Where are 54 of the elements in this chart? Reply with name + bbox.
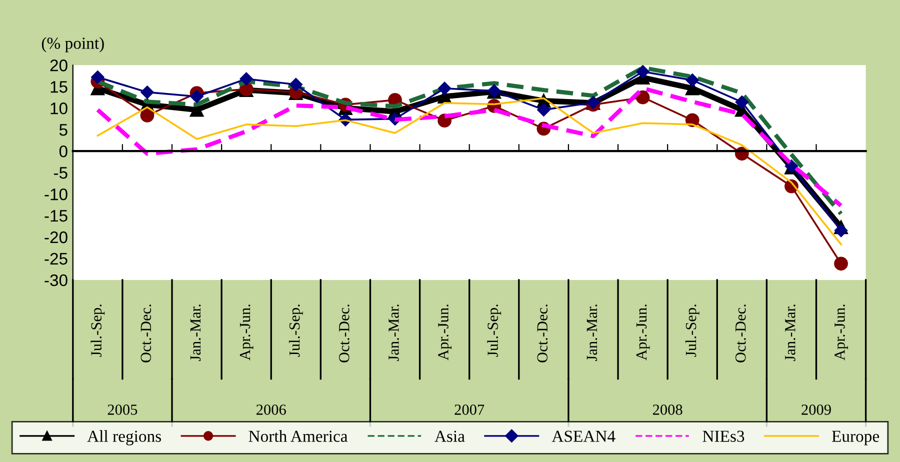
y-axis-title: (% point) — [42, 37, 104, 52]
point — [735, 96, 748, 109]
legend-label: NIEs3 — [702, 430, 744, 442]
legend-label: Asia — [434, 430, 465, 442]
point — [686, 74, 699, 87]
x-tick-label: Jul.-Sep. — [288, 304, 303, 357]
x-tick-label: Apr.-Jun. — [240, 304, 254, 360]
text: 2006 — [256, 404, 286, 415]
x-tick-label: Apr.-Jun. — [834, 304, 848, 360]
legend-label: Europe — [832, 430, 880, 446]
text: 2005 — [108, 404, 138, 415]
x-tick-label: Oct.-Dec. — [537, 304, 548, 362]
y-tick-label: 10 — [50, 102, 68, 114]
legend-label: North America — [248, 430, 348, 442]
point — [91, 70, 104, 84]
point — [140, 108, 154, 122]
x-tick-label: Oct.-Dec. — [339, 304, 350, 362]
y-tick-label: 20 — [50, 60, 68, 72]
text: 2008 — [652, 404, 682, 415]
point — [438, 82, 452, 95]
x-tick-label: Jul.-Sep. — [90, 304, 105, 357]
text: 2009 — [802, 404, 831, 415]
point — [636, 65, 650, 78]
x-tick-label: Apr.-Jun. — [438, 304, 452, 360]
point — [834, 224, 848, 238]
x-tick-label: Jan.-Mar. — [586, 304, 598, 361]
point — [240, 72, 253, 86]
y-tick-label: -10 — [44, 188, 68, 200]
x-tick-label: Jan.-Mar. — [190, 304, 201, 361]
x-tick-label: Jul.-Sep. — [487, 304, 502, 357]
x-tick-label: Jan.-Mar. — [785, 304, 796, 361]
y-tick-label: 15 — [50, 81, 68, 93]
y-tick-label: -25 — [44, 252, 68, 265]
line-series — [96, 86, 844, 208]
y-tick-label: -5 — [54, 167, 68, 179]
y-tick-label: -20 — [44, 231, 68, 244]
x-tick-label: Jan.-Mar. — [388, 304, 399, 361]
x-tick-label: Oct.-Dec. — [140, 304, 152, 362]
text: 2007 — [454, 404, 484, 415]
legend-label: All regions — [87, 430, 161, 446]
x-tick-label: Jul.-Sep. — [685, 304, 700, 357]
x-tick-label: Apr.-Jun. — [636, 304, 650, 360]
point — [636, 90, 650, 104]
point — [537, 103, 550, 116]
point — [190, 90, 204, 104]
y-tick-label: -30 — [44, 274, 68, 286]
point — [289, 78, 302, 92]
x-tick-label: Oct.-Dec. — [735, 304, 746, 362]
y-tick-label: 0 — [59, 145, 68, 158]
legend-label: ASEAN4 — [552, 430, 616, 442]
y-tick-label: -15 — [44, 210, 68, 222]
y-tick-label: 5 — [59, 124, 68, 136]
point — [834, 256, 848, 271]
point — [140, 86, 154, 99]
